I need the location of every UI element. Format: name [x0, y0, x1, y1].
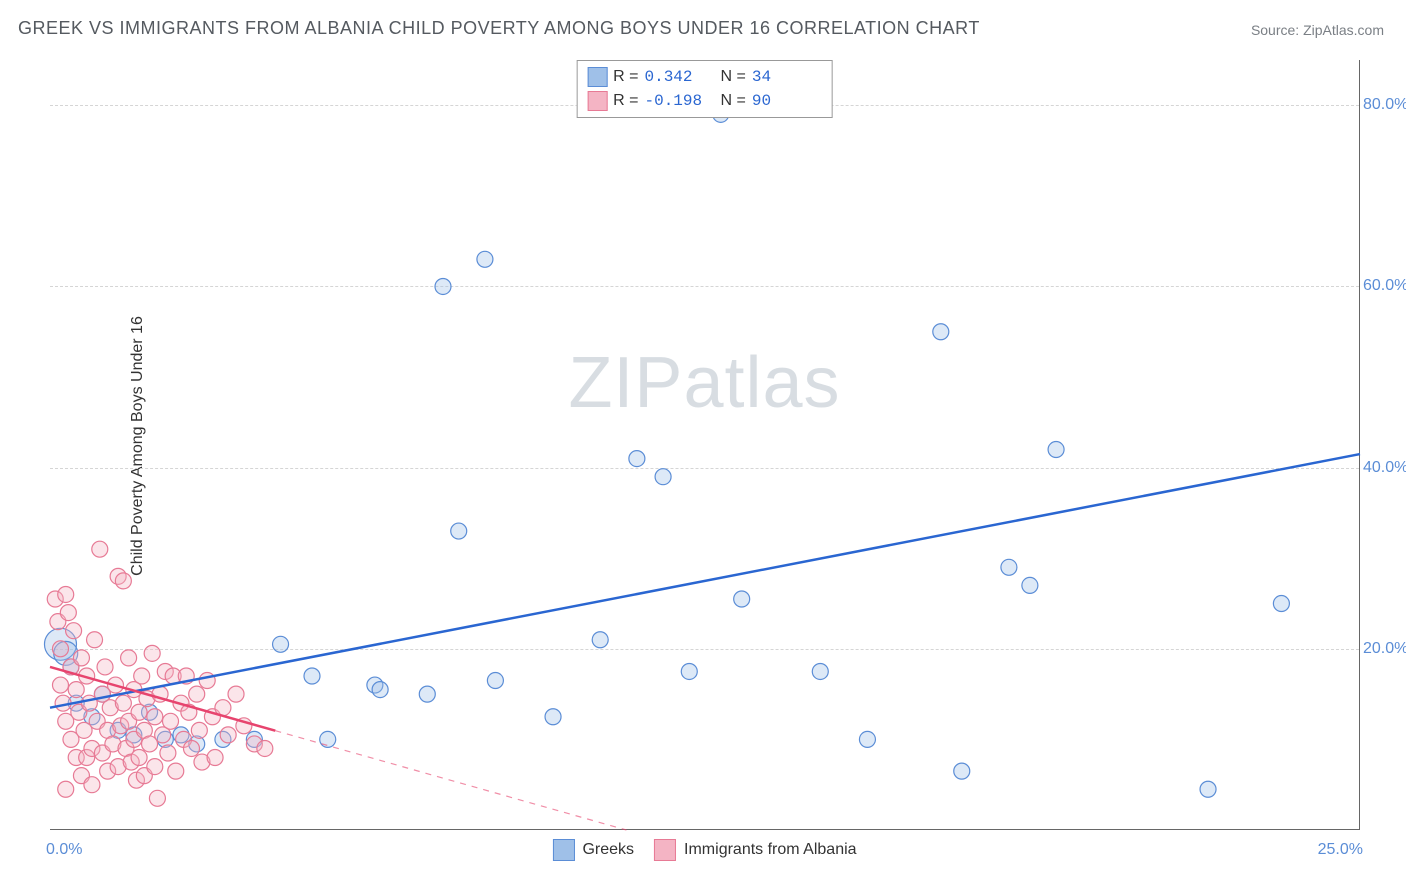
scatter-point: [149, 790, 165, 806]
scatter-point: [147, 759, 163, 775]
stats-row-greeks: R = 0.342 N = 34: [587, 65, 822, 89]
scatter-point: [257, 740, 273, 756]
legend-item-albania: Immigrants from Albania: [654, 839, 857, 861]
stats-r-value-albania: -0.198: [645, 89, 715, 113]
scatter-point: [1001, 559, 1017, 575]
scatter-point: [60, 605, 76, 621]
scatter-point: [92, 541, 108, 557]
chart-title: GREEK VS IMMIGRANTS FROM ALBANIA CHILD P…: [18, 18, 980, 39]
scatter-point: [1200, 781, 1216, 797]
stats-n-value-greeks: 34: [752, 65, 822, 89]
scatter-point: [131, 750, 147, 766]
scatter-point: [451, 523, 467, 539]
scatter-point: [147, 709, 163, 725]
regression-line-extrapolated: [275, 731, 626, 830]
scatter-point: [87, 632, 103, 648]
scatter-point: [629, 451, 645, 467]
scatter-point: [163, 713, 179, 729]
scatter-point: [191, 722, 207, 738]
scatter-point: [58, 781, 74, 797]
scatter-point: [168, 763, 184, 779]
scatter-point: [183, 740, 199, 756]
scatter-point: [97, 659, 113, 675]
scatter-point: [134, 668, 150, 684]
scatter-point: [1048, 442, 1064, 458]
scatter-point: [220, 727, 236, 743]
scatter-point: [115, 695, 131, 711]
scatter-point: [419, 686, 435, 702]
scatter-point: [681, 663, 697, 679]
x-tick-min: 0.0%: [46, 841, 82, 859]
y-tick-label: 20.0%: [1363, 640, 1406, 658]
scatter-point: [734, 591, 750, 607]
scatter-point: [545, 709, 561, 725]
stats-swatch-greeks: [587, 67, 607, 87]
scatter-point: [160, 745, 176, 761]
stats-n-label-2: N =: [721, 89, 746, 113]
legend-swatch-greeks: [552, 839, 574, 861]
scatter-point: [592, 632, 608, 648]
y-tick-label: 40.0%: [1363, 459, 1406, 477]
scatter-point: [66, 623, 82, 639]
chart-svg: [50, 60, 1359, 829]
scatter-point: [477, 251, 493, 267]
legend-label-albania: Immigrants from Albania: [684, 841, 857, 859]
legend: Greeks Immigrants from Albania: [552, 839, 856, 861]
scatter-point: [52, 677, 68, 693]
legend-swatch-albania: [654, 839, 676, 861]
scatter-point: [1022, 577, 1038, 593]
scatter-point: [320, 731, 336, 747]
scatter-point: [52, 641, 68, 657]
stats-row-albania: R = -0.198 N = 90: [587, 89, 822, 113]
scatter-point: [121, 650, 137, 666]
scatter-point: [207, 750, 223, 766]
scatter-point: [115, 573, 131, 589]
scatter-point: [859, 731, 875, 747]
scatter-point: [304, 668, 320, 684]
x-tick-max: 25.0%: [1318, 841, 1363, 859]
scatter-point: [68, 682, 84, 698]
scatter-point: [1273, 596, 1289, 612]
scatter-point: [58, 586, 74, 602]
stats-r-label-2: R =: [613, 89, 638, 113]
y-tick-label: 60.0%: [1363, 277, 1406, 295]
stats-n-value-albania: 90: [752, 89, 822, 113]
y-tick-label: 80.0%: [1363, 96, 1406, 114]
correlation-stats-box: R = 0.342 N = 34 R = -0.198 N = 90: [576, 60, 833, 118]
stats-swatch-albania: [587, 91, 607, 111]
source-attribution: Source: ZipAtlas.com: [1251, 22, 1384, 38]
scatter-point: [73, 650, 89, 666]
legend-label-greeks: Greeks: [582, 841, 634, 859]
stats-r-label: R =: [613, 65, 638, 89]
scatter-point: [933, 324, 949, 340]
scatter-point: [273, 636, 289, 652]
stats-r-value-greeks: 0.342: [645, 65, 715, 89]
scatter-point: [228, 686, 244, 702]
scatter-point: [954, 763, 970, 779]
scatter-point: [189, 686, 205, 702]
regression-line: [50, 454, 1360, 708]
scatter-point: [84, 777, 100, 793]
scatter-point: [435, 278, 451, 294]
scatter-point: [144, 645, 160, 661]
scatter-point: [372, 682, 388, 698]
legend-item-greeks: Greeks: [552, 839, 634, 861]
stats-n-label: N =: [721, 65, 746, 89]
scatter-point: [655, 469, 671, 485]
plot-area: ZIPatlas 20.0%40.0%60.0%80.0% R = 0.342 …: [50, 60, 1360, 830]
scatter-point: [812, 663, 828, 679]
scatter-point: [487, 673, 503, 689]
